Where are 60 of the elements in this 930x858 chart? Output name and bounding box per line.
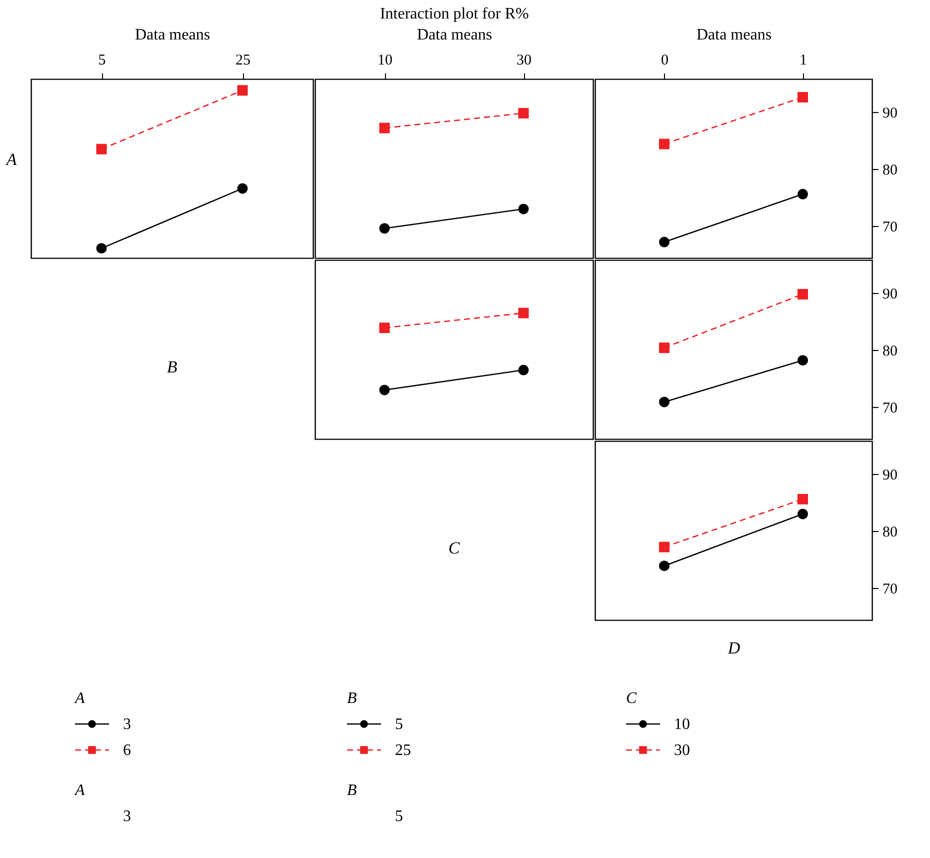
point (96, 144, 107, 154)
y-tick-label: 70 (882, 220, 898, 236)
text: B (347, 782, 357, 799)
point (798, 288, 808, 300)
legend-title: C (626, 690, 637, 707)
legend-title: B (347, 690, 357, 707)
text: A (74, 782, 85, 799)
x-axis-title: D (726, 638, 741, 658)
point (379, 384, 390, 396)
text: 3 (123, 808, 131, 825)
point (379, 322, 390, 334)
x2-axis-title: Data means (134, 26, 210, 44)
point (518, 204, 529, 214)
y-tick-label: 80 (882, 162, 898, 179)
legend-label: 10 (674, 716, 690, 733)
point (237, 85, 248, 96)
point (798, 92, 808, 102)
point (379, 122, 390, 134)
point (237, 183, 248, 194)
point (798, 188, 808, 200)
point (96, 243, 107, 254)
x-tick-label: 0 (661, 52, 668, 68)
point (659, 342, 670, 354)
x2-axis-title: Data means (416, 26, 492, 44)
y-tick-label: 80 (882, 344, 898, 360)
y-axis-title: C (448, 538, 460, 558)
point (379, 223, 390, 234)
legend-title: A (74, 690, 85, 707)
legend-label: 5 (395, 716, 403, 733)
x-tick-label: 1 (800, 52, 807, 68)
y-tick-label: 90 (882, 468, 898, 484)
x-tick-label: 30 (516, 52, 532, 68)
legend-label: 3 (123, 716, 131, 733)
point (659, 138, 670, 150)
point (518, 364, 529, 376)
point (798, 508, 808, 520)
y-tick-label: 90 (882, 106, 898, 122)
y-axis-title: A (5, 150, 18, 169)
legend-label: 25 (395, 742, 411, 759)
x-tick-label: 5 (98, 52, 106, 68)
x-tick-label: 10 (378, 52, 392, 68)
y-axis-title: B (166, 357, 178, 376)
y-tick-label: 90 (882, 286, 898, 303)
text: 5 (395, 808, 403, 825)
point (798, 355, 808, 366)
point (659, 542, 670, 552)
y-tick-label: 80 (882, 524, 898, 541)
legend-label: 6 (123, 742, 131, 759)
chart-title: Interaction plot for R% (380, 5, 529, 22)
point (659, 560, 670, 572)
y-tick-label: 70 (882, 582, 898, 598)
point (659, 236, 670, 248)
point (798, 494, 808, 504)
y-tick-label: 70 (882, 400, 898, 417)
legend-label: 30 (674, 742, 690, 759)
point (659, 396, 670, 408)
point (518, 308, 529, 318)
x2-axis-title: Data means (696, 26, 772, 44)
point (518, 108, 529, 118)
x-tick-label: 25 (236, 52, 250, 68)
